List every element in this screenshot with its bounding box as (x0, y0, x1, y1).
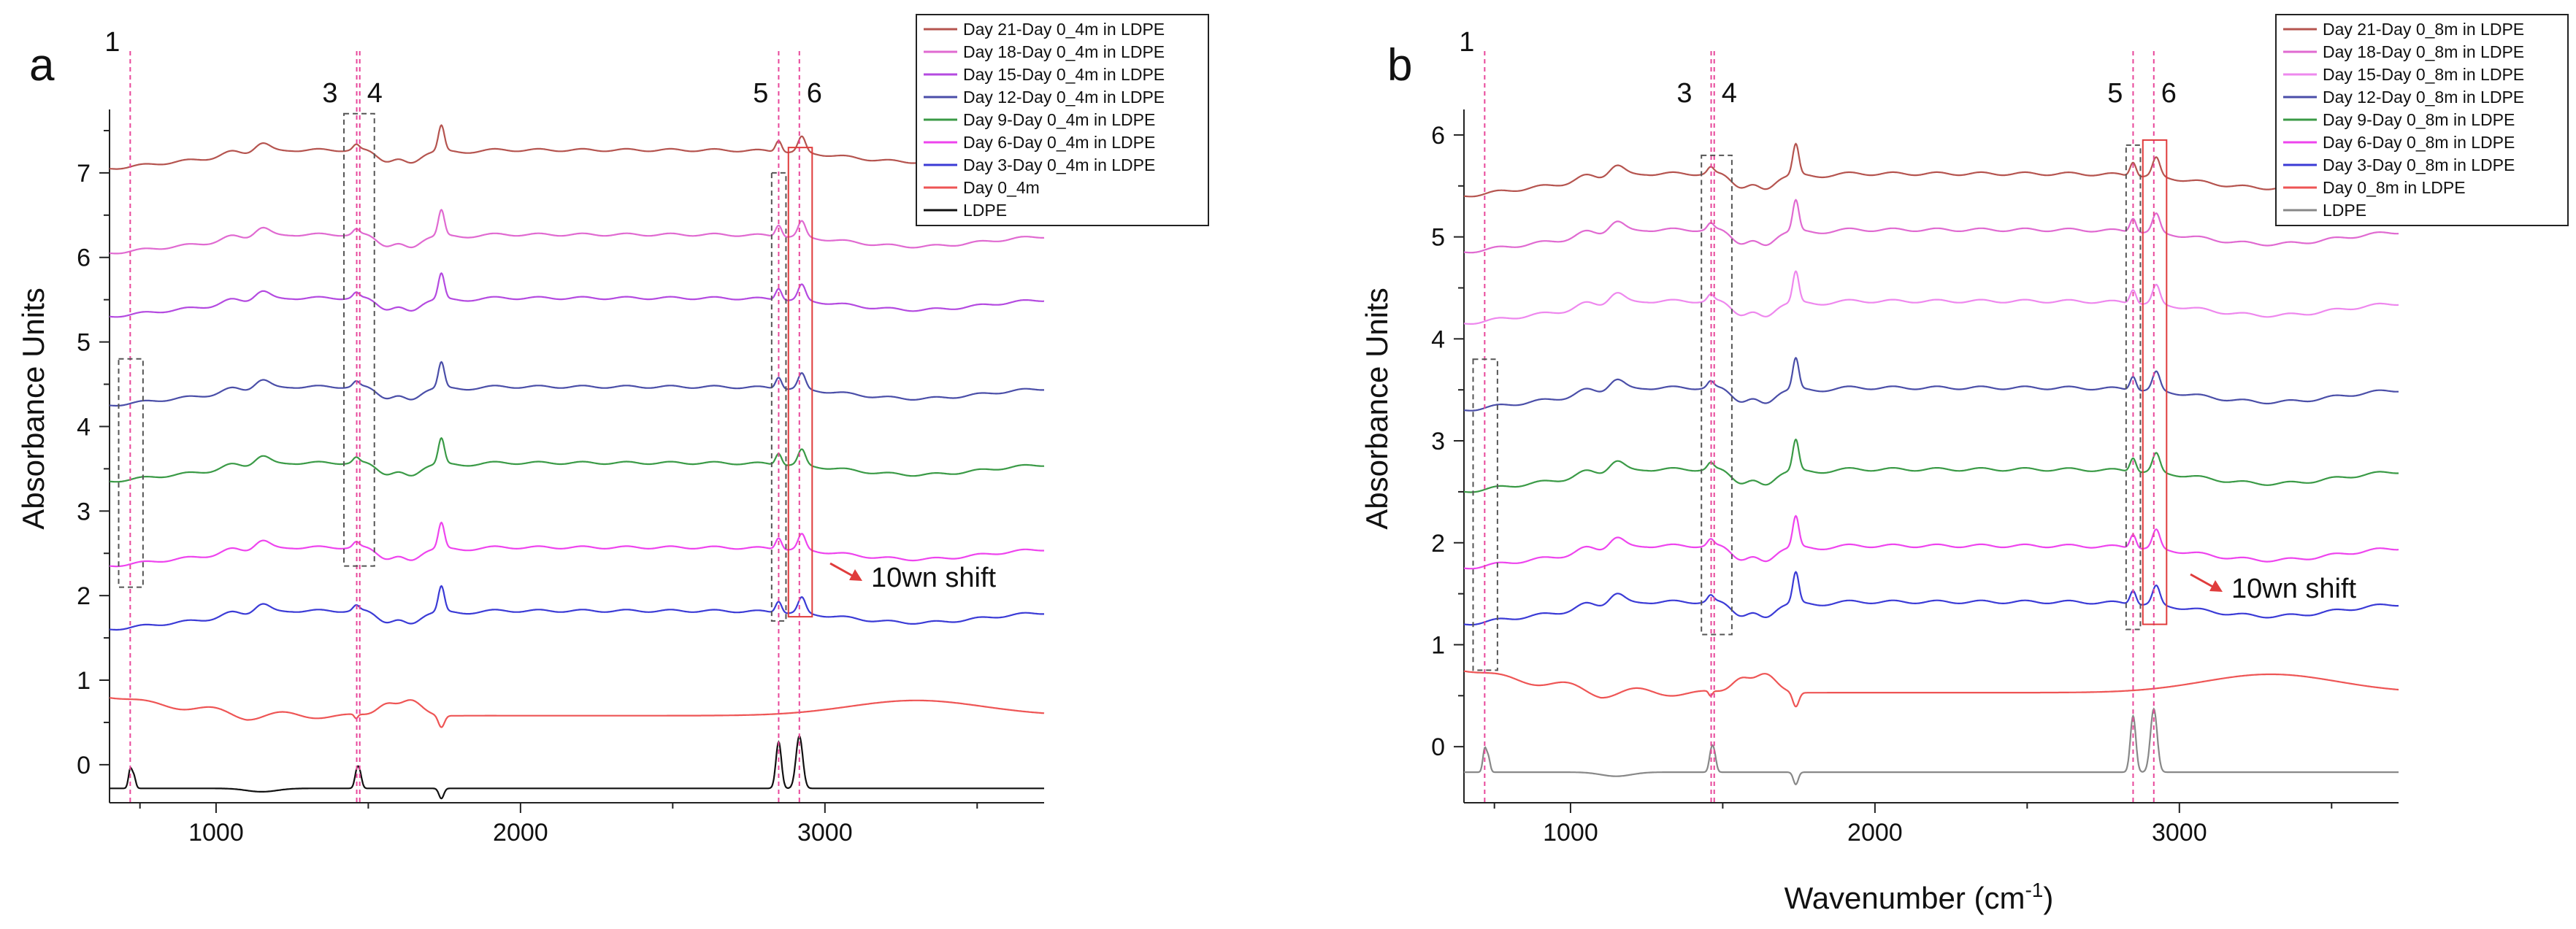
legend-entry: Day 6-Day 0_8m in LDPE (2323, 133, 2515, 152)
highlight-box-dashed (1701, 154, 1733, 636)
panel-b: b Absorbance Units Wavenumber (cm-1) 100… (1360, 14, 2569, 915)
reference-line-label: 6 (2161, 78, 2177, 109)
highlight-box-dashed (770, 171, 787, 622)
legend-entry: Day 12-Day 0_8m in LDPE (2323, 88, 2524, 107)
series-line (110, 124, 1044, 170)
panel-a: a Absorbance Units 1000 2000 3000012345671… (16, 14, 1209, 847)
highlight-box-red (787, 147, 813, 618)
series-line (1464, 198, 2399, 254)
shift-annotation: 10wn shift (871, 563, 997, 593)
reference-line-label: 3 (1676, 78, 1692, 109)
y-tick-label: 6 (77, 244, 91, 272)
y-tick-label: 5 (1431, 224, 1445, 252)
highlight-box-red (2142, 139, 2168, 625)
y-axis-label-a: Absorbance Units (16, 288, 50, 530)
series-line (1463, 670, 2399, 708)
x-tick-label: 2000 (493, 819, 548, 847)
x-tick-label: 3000 (797, 819, 853, 847)
y-tick-label: 2 (77, 582, 91, 610)
panel-label-b: b (1387, 40, 1412, 90)
highlight-box-dashed (343, 112, 375, 567)
y-tick-label: 2 (1431, 530, 1445, 558)
legend-entry: Day 9-Day 0_4m in LDPE (963, 110, 1155, 129)
y-tick-label: 5 (77, 329, 91, 357)
series-line (1463, 142, 2399, 198)
series-line (109, 209, 1045, 255)
shift-arrow-head (849, 569, 862, 581)
reference-line-label: 3 (322, 78, 337, 109)
shift-arrow-head (2209, 580, 2223, 592)
reference-line-label: 4 (367, 78, 383, 109)
shift-annotation: 10wn shift (2231, 574, 2357, 604)
reference-line-label: 5 (2107, 78, 2123, 109)
reference-line-label: 6 (807, 78, 822, 109)
y-axis-label-b: Absorbance Units (1360, 288, 1394, 530)
legend-entry: Day 6-Day 0_4m in LDPE (963, 133, 1155, 152)
reference-line-label: 1 (104, 27, 120, 58)
y-tick-label: 3 (1431, 428, 1445, 455)
series-line (109, 521, 1044, 568)
x-axis-label-b: Wavenumber (cm-1) (1785, 879, 2054, 915)
legend-entry: Day 0_4m (963, 178, 1040, 197)
series-line (1464, 707, 2399, 786)
series-line (110, 361, 1044, 407)
legend-entry: Day 15-Day 0_8m in LDPE (2323, 65, 2524, 84)
x-axis-label-b-close: ) (2043, 881, 2053, 915)
legend-box (2275, 14, 2569, 226)
legend-entry: Day 0_8m in LDPE (2323, 178, 2466, 197)
y-tick-label: 3 (77, 498, 91, 525)
legend-entry: Day 21-Day 0_8m in LDPE (2323, 20, 2524, 39)
legend-entry: Day 21-Day 0_4m in LDPE (963, 20, 1165, 39)
series-line (1464, 438, 2399, 493)
legend-entry: Day 18-Day 0_4m in LDPE (963, 42, 1165, 61)
y-tick-label: 1 (77, 667, 91, 695)
legend-entry: Day 15-Day 0_4m in LDPE (963, 65, 1165, 84)
y-tick-label: 6 (1431, 122, 1445, 150)
y-tick-label: 4 (77, 413, 91, 441)
highlight-box-dashed (1472, 358, 1498, 671)
y-tick-label: 0 (77, 752, 91, 779)
series-line (110, 734, 1044, 800)
legend-entry: Day 3-Day 0_4m in LDPE (963, 155, 1155, 174)
series-line (1463, 514, 2399, 570)
y-tick-label: 7 (77, 160, 91, 188)
legend-entry: Day 18-Day 0_8m in LDPE (2323, 42, 2524, 61)
y-tick-label: 4 (1431, 325, 1445, 353)
x-tick-label: 3000 (2152, 819, 2207, 847)
legend-entry: Day 9-Day 0_8m in LDPE (2323, 110, 2515, 129)
series-line (1464, 270, 2399, 325)
legend-entry: Day 3-Day 0_8m in LDPE (2323, 155, 2515, 174)
legend-entry: Day 12-Day 0_4m in LDPE (963, 88, 1165, 107)
reference-line-label: 4 (1722, 78, 1737, 109)
legend-box (916, 14, 1209, 226)
x-axis-label-b-sup: -1 (2025, 879, 2043, 901)
highlight-box-dashed (2125, 144, 2142, 631)
x-axis-label-b-main: Wavenumber (cm (1785, 881, 2025, 915)
x-tick-label: 1000 (1543, 819, 1598, 847)
legend-entry: LDPE (2323, 201, 2366, 220)
series-line (1463, 356, 2399, 412)
series-line (109, 697, 1045, 728)
x-tick-label: 1000 (188, 819, 244, 847)
series-line (110, 585, 1044, 631)
series-line (109, 436, 1045, 483)
reference-line-label: 1 (1459, 27, 1474, 58)
legend-entry: LDPE (963, 201, 1007, 220)
highlight-box-dashed (118, 358, 144, 588)
series-line (1463, 571, 2399, 626)
y-tick-label: 1 (1431, 631, 1445, 659)
y-tick-label: 0 (1431, 733, 1445, 761)
reference-line-label: 5 (753, 78, 768, 109)
panel-label-a: a (29, 40, 55, 90)
series-line (109, 272, 1044, 318)
x-tick-label: 2000 (1847, 819, 1903, 847)
